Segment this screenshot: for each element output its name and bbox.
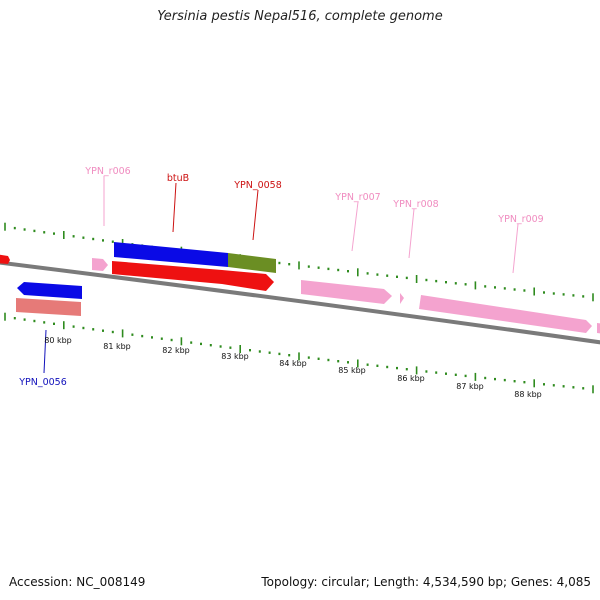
scale-label: 80 kbp: [44, 336, 72, 345]
label-btub[interactable]: btuB: [167, 173, 189, 184]
cds-feature-ypn-0058[interactable]: [222, 270, 274, 291]
label-ypn-r008[interactable]: YPN_r008: [392, 199, 438, 210]
scale-label: 81 kbp: [103, 342, 131, 351]
scale-label: 87 kbp: [456, 382, 484, 391]
scale-label: 82 kbp: [162, 346, 190, 355]
leader-line-ypn-0056: [43, 329, 47, 374]
leader-line-r007: [351, 201, 359, 252]
scale-label: 88 kbp: [514, 390, 542, 399]
rrna-feature-edge-right[interactable]: [597, 323, 600, 334]
cds-feature-edge-left[interactable]: [0, 254, 10, 264]
accession-text: Accession: NC_008149: [9, 575, 146, 589]
map-title: Yersinia pestis Nepal516, complete genom…: [157, 9, 443, 24]
rrna-feature-r008[interactable]: [400, 293, 404, 304]
cds-feature-btub[interactable]: [114, 242, 228, 267]
label-ypn-r006[interactable]: YPN_r006: [84, 166, 130, 177]
scale-label: 85 kbp: [338, 366, 366, 375]
cds-feature-olive[interactable]: [228, 253, 276, 273]
rrna-feature-r006[interactable]: [92, 258, 108, 271]
cds-feature-ypn-0056[interactable]: [17, 282, 82, 299]
label-ypn-0058[interactable]: YPN_0058: [233, 180, 282, 191]
scale-labels: 80 kbp 81 kbp 82 kbp 83 kbp 84 kbp 85 kb…: [44, 336, 542, 399]
scale-label: 84 kbp: [279, 359, 307, 368]
leader-line-btub: [172, 182, 177, 233]
scale-label: 86 kbp: [397, 374, 425, 383]
genome-backbone: [0, 260, 600, 345]
rrna-feature-r007[interactable]: [301, 280, 392, 304]
leader-line-r008: [408, 208, 415, 259]
scale-label: 83 kbp: [221, 352, 249, 361]
rrna-feature-r009[interactable]: [419, 295, 592, 333]
label-ypn-r007[interactable]: YPN_r007: [334, 192, 380, 203]
leader-line-r009: [512, 223, 519, 274]
label-ypn-r009[interactable]: YPN_r009: [497, 214, 543, 225]
genome-summary-text: Topology: circular; Length: 4,534,590 bp…: [261, 575, 591, 589]
label-ypn-0056[interactable]: YPN_0056: [18, 377, 67, 388]
gene-feature-salmon[interactable]: [16, 298, 81, 316]
inner-tick-ring: [4, 312, 594, 394]
leader-line-ypn-0058: [252, 189, 259, 241]
cds-feature-red-1[interactable]: [112, 261, 222, 284]
